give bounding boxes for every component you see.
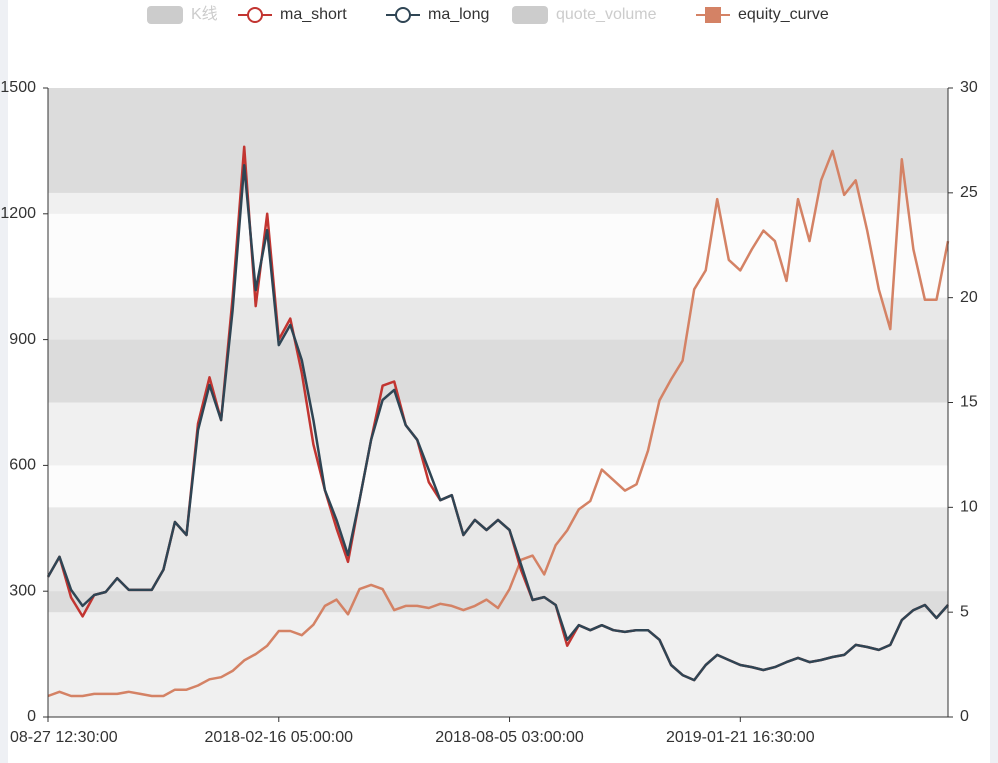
page-edge — [990, 0, 998, 763]
x-tick-label: 2018-02-16 05:00:00 — [204, 729, 353, 746]
legend-item[interactable]: K线 — [147, 5, 218, 24]
series-line — [46, 163, 949, 682]
y2-tick-label: 5 — [960, 603, 969, 620]
split-area — [48, 297, 948, 403]
y2-tick-label: 0 — [960, 708, 969, 725]
split-area — [48, 88, 948, 214]
split-area — [48, 339, 948, 466]
legend-label: K线 — [191, 5, 218, 23]
legend-item[interactable]: ma_long — [386, 6, 489, 23]
legend-item[interactable]: quote_volume — [512, 6, 657, 24]
legend-item[interactable]: ma_short — [238, 6, 347, 23]
legend-label: quote_volume — [556, 6, 657, 23]
legend-label: ma_short — [280, 6, 347, 23]
y2-tick-label: 10 — [960, 499, 978, 516]
x-tick-label: 2019-01-21 16:30:00 — [666, 729, 815, 746]
split-area — [48, 465, 948, 592]
split-area — [48, 507, 948, 613]
legend-label: ma_long — [428, 6, 489, 23]
y-tick-label: 1500 — [0, 79, 36, 96]
legend-icon — [395, 7, 411, 23]
split-area — [48, 612, 948, 717]
x-tick-label: 08-27 12:30:00 — [10, 729, 118, 746]
y2-tick-label: 25 — [960, 184, 978, 201]
legend-icon — [705, 7, 721, 23]
legend-icon — [512, 6, 548, 24]
series-line — [47, 149, 950, 698]
legend-icon — [247, 7, 263, 23]
split-area — [48, 402, 948, 508]
y-tick-label: 300 — [9, 582, 36, 599]
y-tick-label: 1200 — [0, 205, 36, 222]
y-tick-label: 0 — [27, 708, 36, 725]
legend-icon — [147, 6, 183, 24]
split-area — [48, 213, 948, 340]
y2-tick-label: 15 — [960, 394, 978, 411]
x-tick-label: 2018-08-05 03:00:00 — [435, 729, 584, 746]
legend-item[interactable]: equity_curve — [696, 6, 829, 23]
legend-label: equity_curve — [738, 6, 829, 23]
split-area — [48, 192, 948, 298]
y2-tick-label: 30 — [960, 79, 978, 96]
y-tick-label: 900 — [9, 331, 36, 348]
page-edge — [0, 0, 8, 763]
y2-tick-label: 20 — [960, 289, 978, 306]
split-area — [48, 591, 948, 717]
y-tick-label: 600 — [9, 457, 36, 474]
split-area — [48, 88, 948, 193]
